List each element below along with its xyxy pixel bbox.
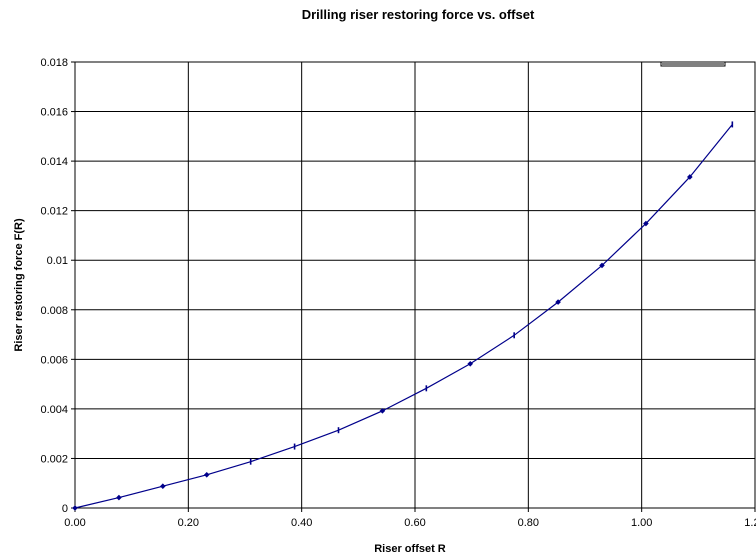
y-tick-label: 0.01 xyxy=(47,255,68,267)
x-tick-label: 1.20 xyxy=(744,517,756,529)
y-tick-label: 0.012 xyxy=(40,206,68,218)
y-tick-label: 0.004 xyxy=(40,404,68,416)
x-tick-label: 0.20 xyxy=(178,517,199,529)
x-axis-label: Riser offset R xyxy=(374,543,446,555)
y-tick-label: 0.006 xyxy=(40,354,68,366)
data-point xyxy=(687,174,693,180)
series-line xyxy=(74,124,733,509)
x-tick-label: 0.00 xyxy=(64,517,85,529)
data-point xyxy=(379,408,386,414)
y-tick-label: 0.008 xyxy=(40,305,68,317)
data-point xyxy=(467,360,474,367)
y-tick-label: 0 xyxy=(62,503,68,515)
data-point xyxy=(643,220,649,227)
x-tick-label: 1.00 xyxy=(631,517,652,529)
y-tick-label: 0.002 xyxy=(40,453,68,465)
x-tick-label: 0.80 xyxy=(518,517,539,529)
x-tick-label: 0.60 xyxy=(404,517,425,529)
x-tick-label: 0.40 xyxy=(291,517,312,529)
y-tick-label: 0.016 xyxy=(40,107,68,119)
data-point xyxy=(203,471,210,478)
chart-title: Drilling riser restoring force vs. offse… xyxy=(302,7,535,22)
y-tick-label: 0.018 xyxy=(40,57,68,69)
data-point xyxy=(72,505,78,511)
y-tick-label: 0.014 xyxy=(40,156,68,168)
data-point xyxy=(116,494,122,501)
data-point xyxy=(599,262,605,269)
y-axis-label: Riser restoring force F(R) xyxy=(13,218,25,352)
data-point xyxy=(555,299,561,305)
data-point xyxy=(160,483,166,489)
gridlines xyxy=(74,61,756,509)
